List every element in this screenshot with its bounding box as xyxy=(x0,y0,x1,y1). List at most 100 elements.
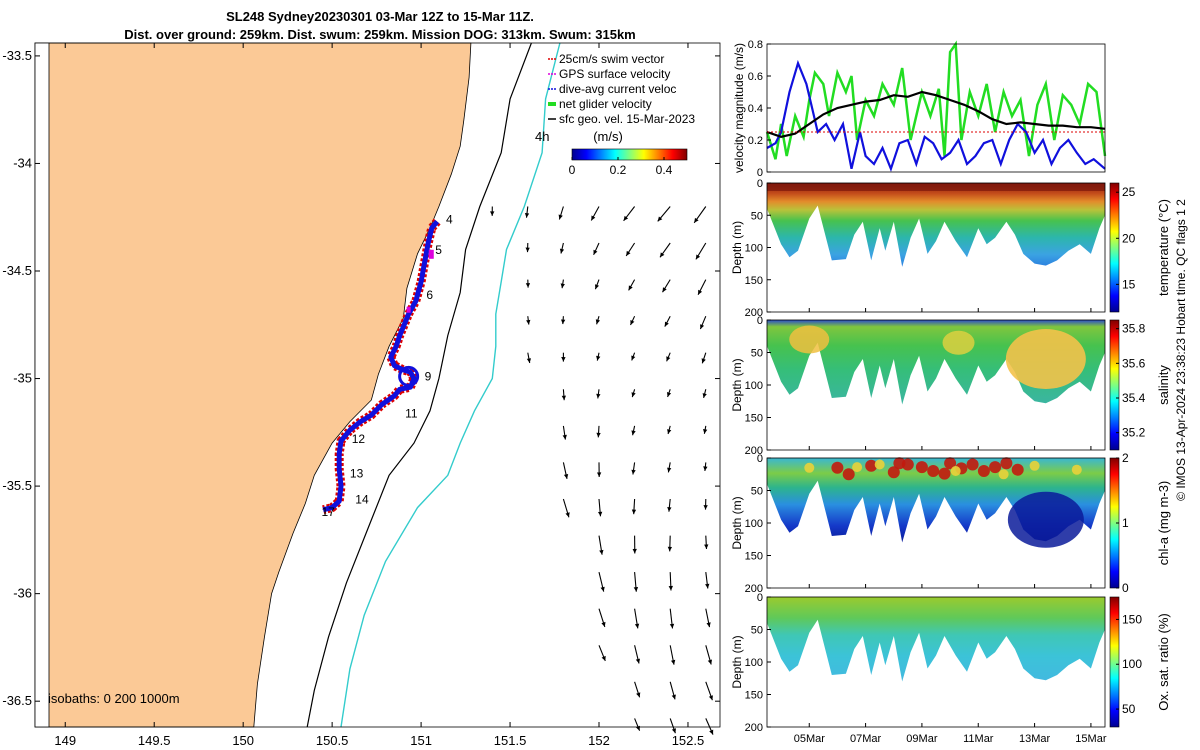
geo-arrow-head xyxy=(705,583,710,589)
colorbar-tick-label: 100 xyxy=(1122,657,1142,671)
legend-label: GPS surface velocity xyxy=(559,67,670,81)
geo-arrow-head xyxy=(631,392,636,398)
geo-arrow-head xyxy=(664,321,669,327)
section-colorbar-temperature xyxy=(1109,182,1120,313)
geo-arrow-head xyxy=(561,319,566,325)
legend-label: net glider velocity xyxy=(559,97,652,111)
section-y-label: Depth (m) xyxy=(730,358,744,411)
section-y-tick-label: 200 xyxy=(745,722,763,734)
map-margin-strip xyxy=(35,43,49,727)
isobaths-label: isobaths: 0 200 1000m xyxy=(48,691,180,706)
map-x-tick-label: 152.5 xyxy=(672,733,705,748)
chl-mid-blob xyxy=(804,462,815,473)
section-y-tick-label: 100 xyxy=(745,657,763,669)
geo-arrow-head xyxy=(525,283,531,288)
colorbar-tick-label: 150 xyxy=(1122,612,1142,626)
section-y-tick-label: 100 xyxy=(745,518,763,530)
colorbar-tick-label: 35.4 xyxy=(1122,391,1146,405)
chl-mid-blob xyxy=(1029,460,1040,471)
map-y-tick-label: -34 xyxy=(13,155,32,170)
geo-arrow-head xyxy=(666,356,671,362)
geo-arrow-head xyxy=(671,659,676,665)
velocity-series-geostrophic xyxy=(766,90,1106,138)
section-y-tick-label: 150 xyxy=(745,551,763,563)
geo-arrow-head xyxy=(667,546,672,552)
legend-label: sfc geo. vel. 15-Mar-2023 xyxy=(559,112,695,126)
geo-arrow-head xyxy=(667,429,672,434)
geo-arrow-head xyxy=(561,395,566,401)
waypoint-label: 17 xyxy=(322,505,336,519)
chl-max-blob xyxy=(831,461,844,474)
geo-arrow-head xyxy=(525,247,530,253)
velocity-y-tick-label: 0.2 xyxy=(748,135,763,147)
figure-title-line1: SL248 Sydney20230301 03-Mar 12Z to 15-Ma… xyxy=(226,9,534,24)
map-x-tick-label: 152 xyxy=(588,733,610,748)
section-y-label: Depth (m) xyxy=(730,635,744,688)
geo-arrow-head xyxy=(558,214,563,220)
colorbar-tick-label: 15 xyxy=(1122,277,1136,291)
chl-max-blob xyxy=(1011,463,1024,476)
geo-arrow-head xyxy=(706,622,711,628)
colorbar-tick-label: 25 xyxy=(1122,185,1136,199)
map-y-tick-label: -35 xyxy=(13,371,32,386)
geo-arrow-head xyxy=(526,358,531,363)
velocity-axes-bg xyxy=(767,44,1105,172)
map-y-tick-label: -36 xyxy=(13,586,32,601)
section-fill-temperature xyxy=(767,183,1105,267)
section-y-tick-label: 100 xyxy=(745,380,763,392)
waypoint-label: 11 xyxy=(405,406,418,420)
map-colorbar-tick-label: 0.2 xyxy=(610,163,627,177)
section-y-tick-label: 0 xyxy=(757,592,763,604)
geo-arrow-head xyxy=(560,283,565,289)
waypoint-label: 13 xyxy=(350,467,364,481)
colorbar-tick-label: 50 xyxy=(1122,702,1136,716)
chl-mid-blob xyxy=(950,466,961,476)
waypoint-label: 4 xyxy=(446,213,453,227)
geo-arrow-head xyxy=(601,655,606,661)
geo-arrow-head xyxy=(593,249,598,255)
waypoint-label: 5 xyxy=(435,243,442,257)
velocity-series-net_glider xyxy=(765,40,1107,160)
velocity-y-tick-label: 0.6 xyxy=(748,71,763,83)
section-colorbar-salinity xyxy=(1109,319,1120,451)
map-y-tick-label: -36.5 xyxy=(2,693,32,708)
geo-arrow-head xyxy=(701,358,706,364)
section-y-tick-label: 0 xyxy=(757,178,763,190)
chl-mid-blob xyxy=(998,469,1009,480)
geo-arrow-head xyxy=(631,430,636,436)
annotation-4h: 4h xyxy=(535,129,549,144)
section-x-tick-label: 15Mar xyxy=(1075,733,1107,745)
colorbar-tick-label: 2 xyxy=(1122,451,1129,465)
geo-arrow-head xyxy=(636,692,641,698)
geo-arrow-head xyxy=(709,729,714,735)
geo-arrow-head xyxy=(631,469,636,475)
geo-arrow-head xyxy=(671,728,676,734)
section-y-tick-label: 200 xyxy=(745,307,763,319)
velocity-y-tick-label: 0 xyxy=(757,167,763,179)
section-temperature: 0 50 100 150 200 Depth (m) 15 20 25 temperature (… xyxy=(730,178,1171,319)
legend-label: dive-avg current veloc xyxy=(559,82,676,96)
temperature-surface-warm xyxy=(767,183,1105,191)
map-x-tick-label: 149.5 xyxy=(138,733,171,748)
geo-arrow-head xyxy=(600,586,605,592)
chl-max-blob xyxy=(865,459,878,472)
geo-arrow-head xyxy=(562,434,567,440)
dive-avg-track xyxy=(322,219,440,513)
geo-arrow-head xyxy=(561,357,566,362)
geo-arrow-head xyxy=(667,392,672,397)
gps-velocity-mark xyxy=(406,306,411,313)
section-y-tick-label: 0 xyxy=(757,315,763,327)
geo-arrow-head xyxy=(597,472,602,477)
geo-arrow-head xyxy=(634,623,640,629)
geo-arrow-head xyxy=(703,466,708,471)
colorbar-tick-label: 35.2 xyxy=(1122,426,1146,440)
chl-max-blob xyxy=(915,461,928,474)
geo-arrow-head xyxy=(700,324,705,330)
section-chl-a: 0 50 100 150 200 Depth (m) 0 1 2 chl-a (mg m-3) xyxy=(730,451,1171,595)
colorbar-tick-label: 35.6 xyxy=(1122,356,1146,370)
isobath-200 xyxy=(306,42,532,728)
geo-arrow-head xyxy=(595,319,600,325)
section-x-tick-label: 09Mar xyxy=(906,733,938,745)
waypoint-label: 14 xyxy=(355,492,369,506)
